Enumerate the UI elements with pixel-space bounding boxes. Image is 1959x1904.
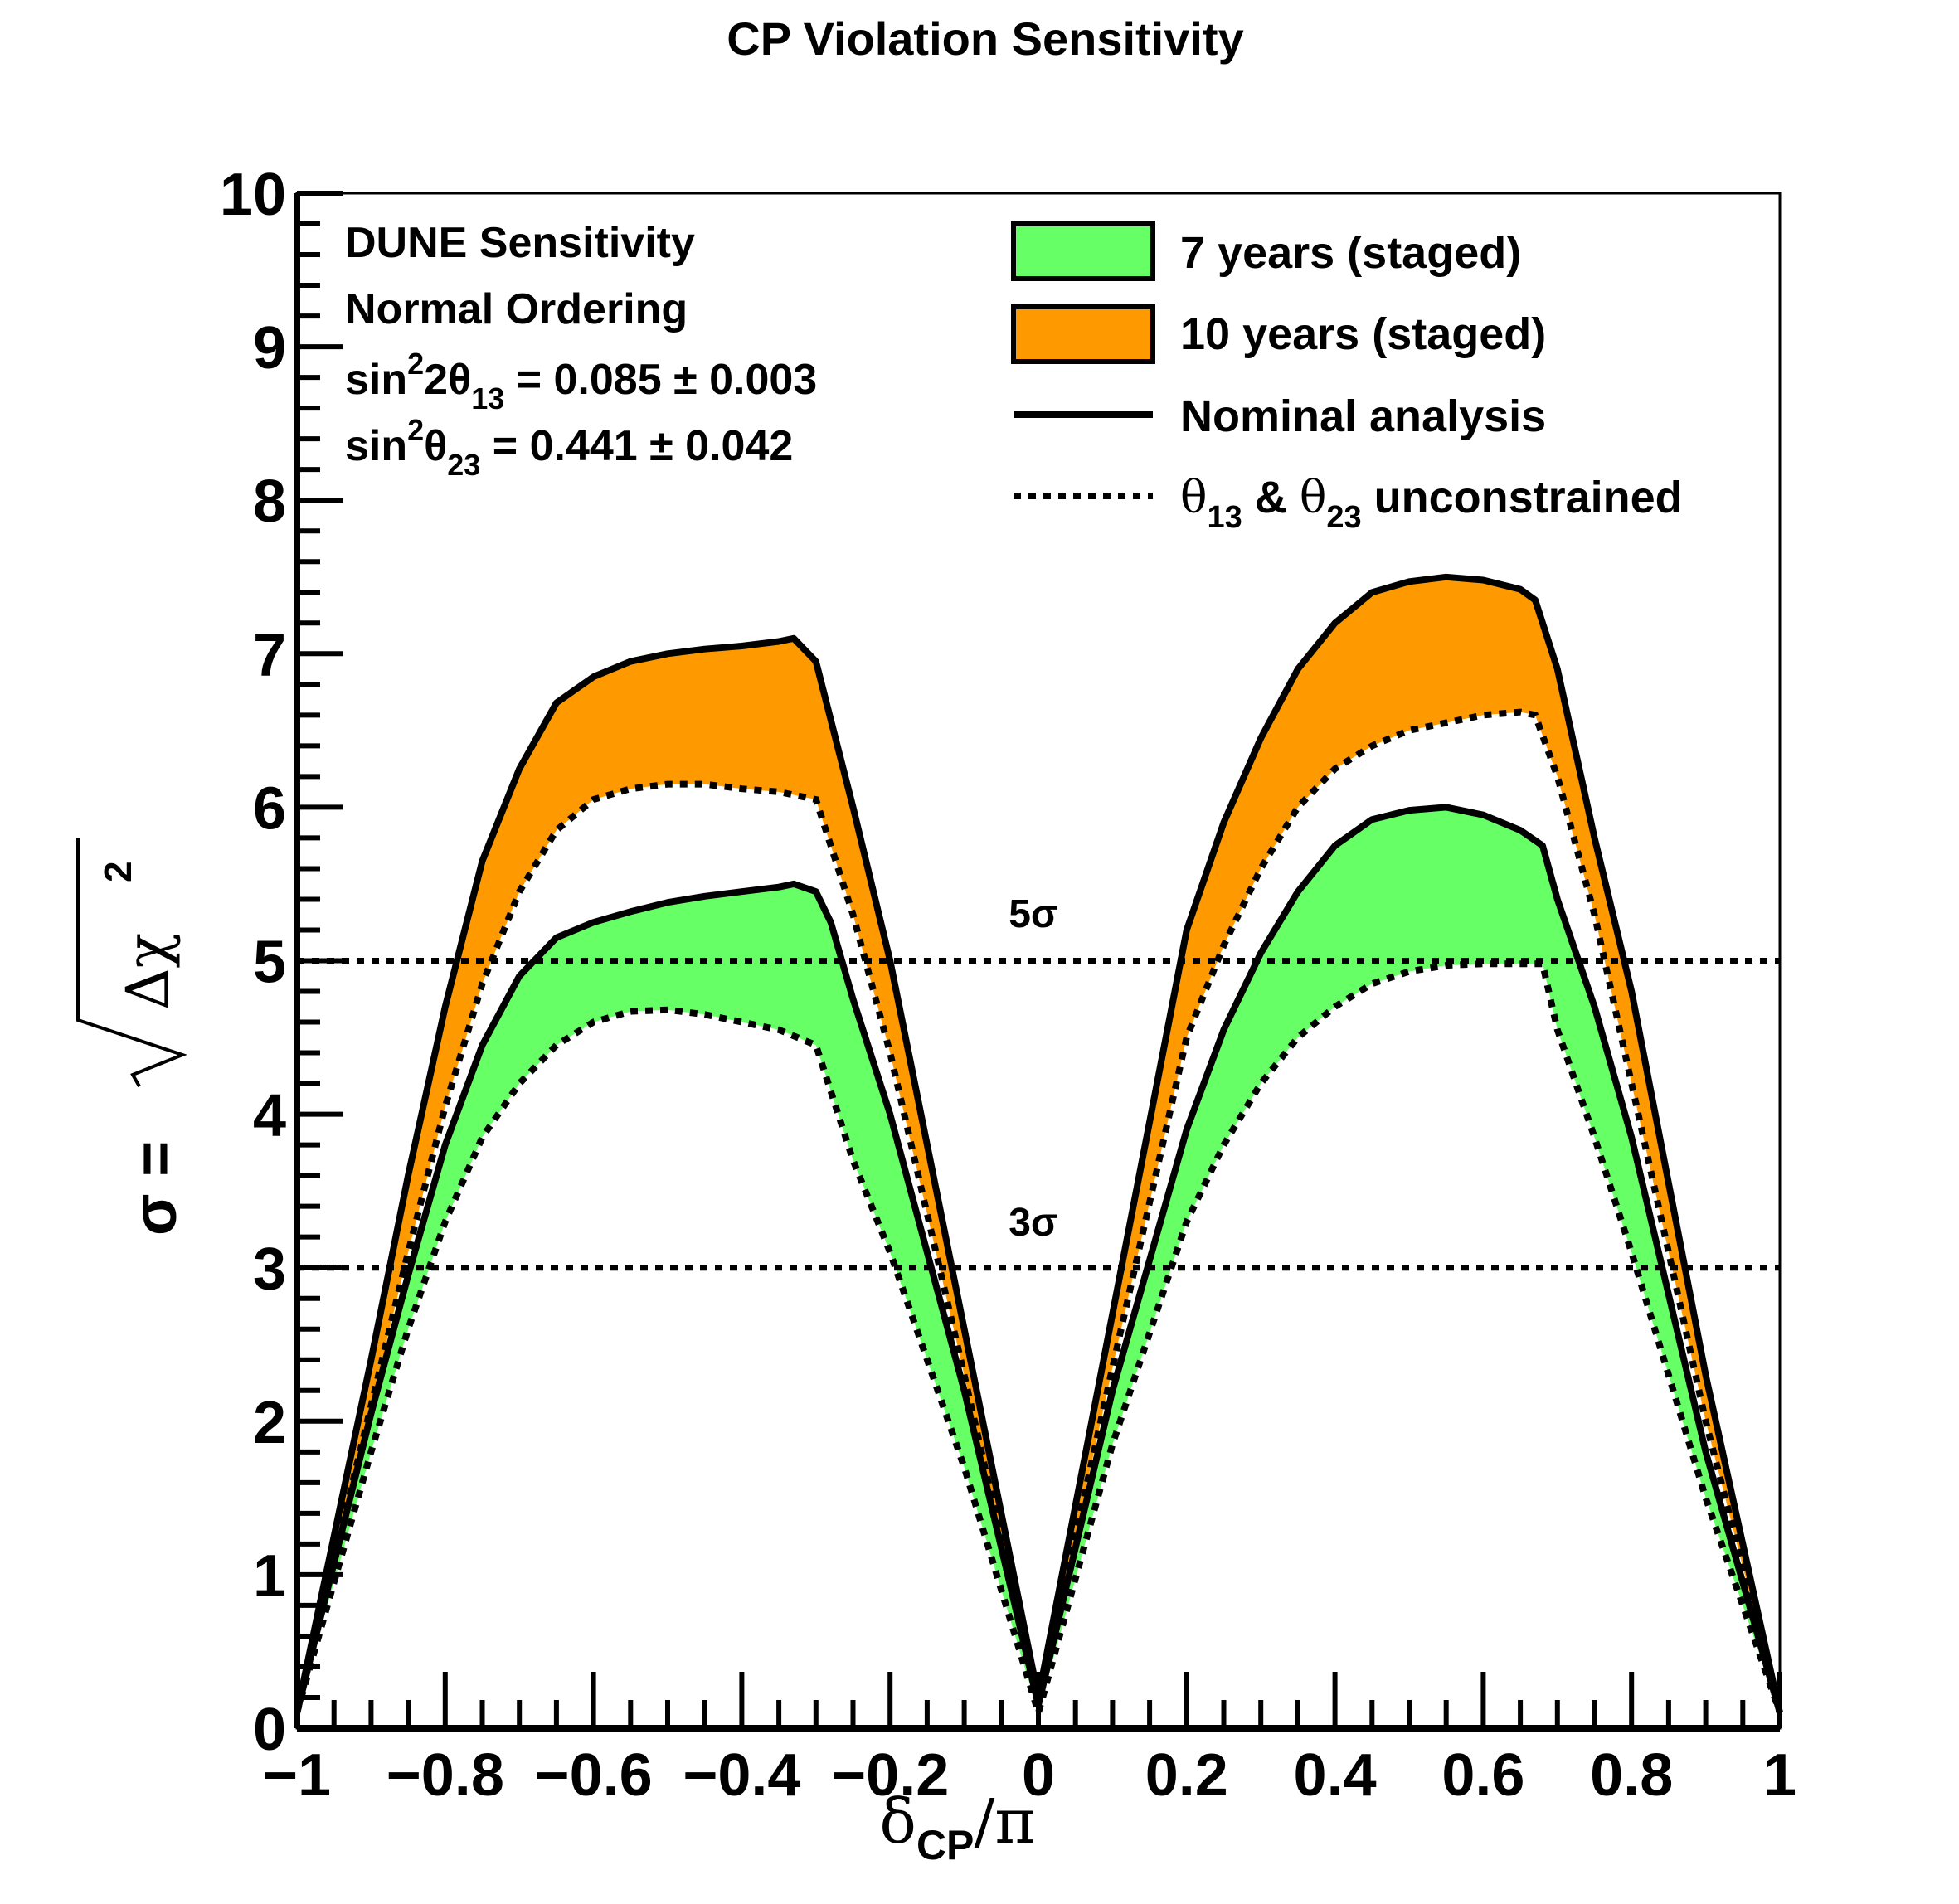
legend-label-10yr: 10 years (staged) (1180, 309, 1546, 359)
x-axis-label: δCP/π (879, 1786, 1035, 1868)
y-axis-label-radicand: Δχ (114, 933, 182, 1010)
y-axis-label: σ = Δχ 2 (76, 838, 189, 1236)
info-line-theta13: sin22θ13 = 0.085 ± 0.003 (345, 347, 817, 415)
x-tick-label: −0.8 (386, 1742, 504, 1809)
x-tick-label: 0.2 (1145, 1742, 1228, 1809)
x-tick-label: 0.8 (1590, 1742, 1673, 1809)
legend: 7 years (staged) 10 years (staged) Nomin… (1011, 221, 1683, 535)
x-tick-label: −1 (263, 1742, 331, 1809)
band-fills (297, 576, 1780, 1713)
legend-label-nominal: Nominal analysis (1180, 391, 1546, 441)
curve-nominal-10-years-staged (294, 573, 1783, 1714)
legend-swatch-7yr (1011, 221, 1155, 281)
y-tick-label: 9 (253, 315, 286, 381)
y-tick-label: 4 (253, 1083, 286, 1149)
y-tick-label: 8 (253, 469, 286, 535)
curve-unconstrained-7-years-staged (294, 960, 1783, 1725)
y-tick-labels: 0 1 2 3 4 5 6 7 8 9 10 (220, 162, 286, 1763)
x-axis-label-suffix: /π (974, 1786, 1035, 1858)
band-7-years-staged (297, 807, 1780, 1713)
ref-label-5sigma: 5σ (1009, 892, 1058, 936)
y-tick-label: 6 (253, 775, 286, 842)
y-axis-label-prefix: σ = (120, 1141, 189, 1236)
y-axis-label-radical (76, 838, 187, 1087)
series-curves (294, 573, 1783, 1725)
axis-ticks (294, 191, 1782, 1731)
x-tick-label: 0.4 (1294, 1742, 1377, 1809)
y-tick-label: 0 (253, 1697, 286, 1763)
y-tick-label: 3 (253, 1236, 286, 1303)
legend-label-7yr: 7 years (staged) (1180, 228, 1521, 278)
chart-title: CP Violation Sensitivity (727, 12, 1243, 65)
info-line-ordering: Normal Ordering (345, 285, 688, 333)
x-tick-label: −0.6 (535, 1742, 653, 1809)
y-tick-label: 10 (220, 162, 286, 228)
y-tick-label: 2 (253, 1390, 286, 1456)
legend-swatch-10yr (1011, 304, 1155, 364)
y-tick-label: 5 (253, 930, 286, 996)
y-axis-label-sup: 2 (96, 861, 139, 882)
legend-label-unconstrained: θ13 & θ23 unconstrained (1180, 471, 1683, 535)
curve-nominal-7-years-staged (294, 804, 1783, 1714)
curve-unconstrained-10-years-staged (294, 708, 1783, 1714)
y-tick-label: 1 (253, 1543, 286, 1610)
info-line-theta23: sin2θ23 = 0.441 ± 0.042 (345, 413, 793, 482)
band-10-years-staged (297, 576, 1780, 1713)
info-text: DUNE Sensitivity Normal Ordering sin22θ1… (345, 219, 817, 482)
x-axis-label-main: δ (879, 1786, 916, 1858)
x-tick-label: −0.2 (831, 1742, 949, 1809)
info-line-experiment: DUNE Sensitivity (345, 219, 695, 267)
x-tick-label: 0.6 (1441, 1742, 1524, 1809)
x-tick-label: −0.4 (683, 1742, 800, 1809)
x-tick-labels: −1 −0.8 −0.6 −0.4 −0.2 0 0.2 0.4 0.6 0.8 1 (263, 1742, 1796, 1809)
x-axis-label-sub: CP (916, 1822, 974, 1868)
x-tick-label: 1 (1763, 1742, 1796, 1809)
x-tick-label: 0 (1022, 1742, 1055, 1809)
y-tick-label: 7 (253, 622, 286, 688)
ref-label-3sigma: 3σ (1009, 1201, 1058, 1245)
